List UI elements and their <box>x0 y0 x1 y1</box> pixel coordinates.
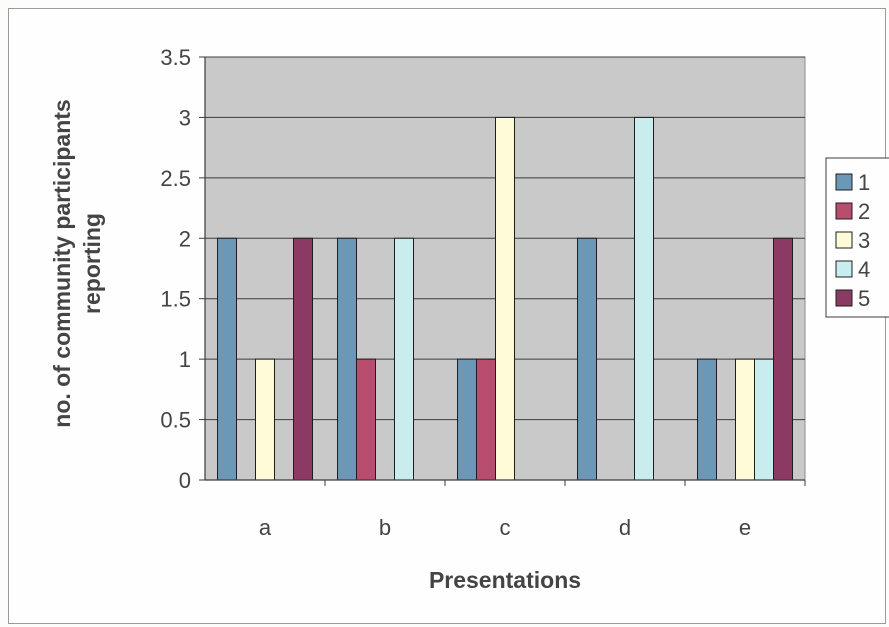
bar-d-series-4 <box>634 116 654 481</box>
y-axis-title-line-2: reporting <box>79 213 105 314</box>
bar-a-series-5 <box>293 237 313 481</box>
y-tick-label: 2.5 <box>160 166 191 191</box>
y-tick-label: 3.5 <box>160 45 191 70</box>
x-tick-label: d <box>619 515 631 540</box>
bar-c-series-1 <box>457 358 477 481</box>
y-tick-label: 2 <box>179 226 191 251</box>
y-axis-title-line-1: no. of community participants <box>49 99 75 427</box>
legend-swatch-2 <box>835 202 853 220</box>
y-tick-labels: 0 0.5 1 1.5 2 2.5 3 3.5 <box>160 45 191 493</box>
bar-a-series-1 <box>217 237 237 481</box>
y-axis-title: no. of community participants reporting <box>49 99 105 427</box>
y-tick-label: 0 <box>179 468 191 493</box>
bar-b-series-4 <box>394 237 414 481</box>
x-axis-title: Presentations <box>429 567 581 593</box>
legend: 1 2 3 4 5 <box>825 157 889 318</box>
legend-label-5: 5 <box>858 286 870 311</box>
x-tick-labels: a b c d e <box>259 515 751 540</box>
legend-label-4: 4 <box>858 257 870 282</box>
x-tick-label: e <box>739 515 751 540</box>
axes <box>199 56 806 486</box>
x-tick-label: c <box>500 515 511 540</box>
x-tick-label: a <box>259 515 272 540</box>
bar-e-series-1 <box>697 358 717 481</box>
legend-swatch-5 <box>835 289 853 307</box>
x-tick-label: b <box>379 515 391 540</box>
legend-label-3: 3 <box>858 228 870 253</box>
bar-e-series-5 <box>773 237 793 481</box>
legend-label-2: 2 <box>858 199 870 224</box>
legend-swatch-3 <box>835 231 853 249</box>
bar-a-series-3 <box>255 358 275 481</box>
y-tick-label: 1 <box>179 347 191 372</box>
bar-e-series-3 <box>735 358 755 481</box>
bar-e-series-4 <box>754 358 774 481</box>
y-tick-label: 3 <box>179 105 191 130</box>
legend-swatch-4 <box>835 260 853 278</box>
bar-d-series-1 <box>577 237 597 481</box>
bar-b-series-1 <box>337 237 357 481</box>
y-tick-label: 0.5 <box>160 408 191 433</box>
bar-c-series-2 <box>476 358 496 481</box>
bar-c-series-3 <box>495 116 515 481</box>
bars <box>217 116 793 481</box>
legend-label-1: 1 <box>858 170 870 195</box>
legend-swatch-1 <box>835 173 853 191</box>
bar-b-series-2 <box>356 358 376 481</box>
y-tick-label: 1.5 <box>160 287 191 312</box>
